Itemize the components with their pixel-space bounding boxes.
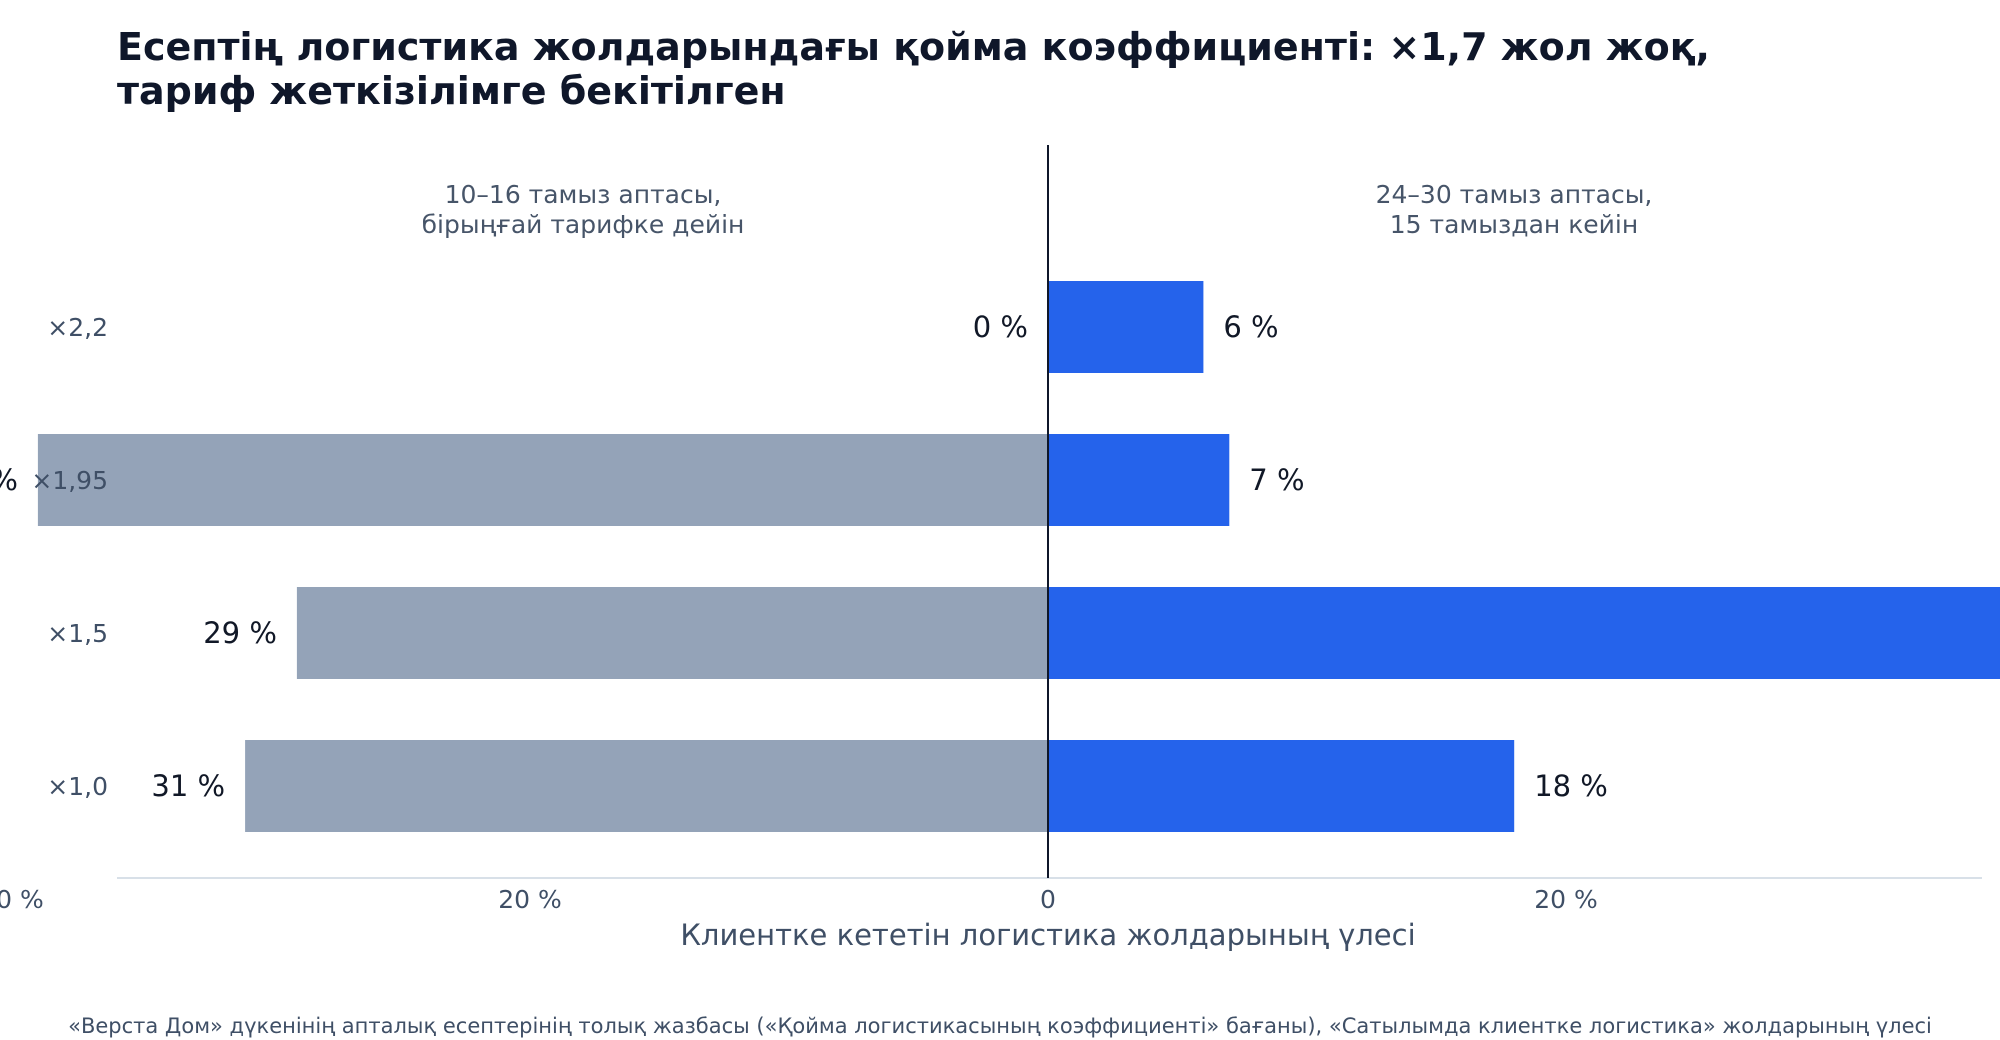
category-labels-group: ×2,2 ×1,95 ×1,5 ×1,0 (31, 313, 108, 801)
chart-title-line-2: тариф жеткізілімге бекітілген (117, 69, 786, 113)
left-bar (296, 587, 1048, 679)
right-bar (1048, 587, 2000, 679)
left-bar (245, 740, 1049, 832)
x-tick-labels-group: 60 %40 %20 %020 %40 %60 % (0, 885, 1598, 914)
chart-title-line-1: Есептің логистика жолдарындағы қойма коэ… (117, 25, 1710, 69)
left-bar-value-label: 29 % (203, 616, 277, 650)
right-bar-value-label: 6 % (1223, 310, 1278, 344)
right-bar (1048, 281, 1204, 373)
category-label: ×1,5 (47, 619, 108, 648)
left-bar-value-label: 0 % (973, 310, 1028, 344)
source-note: «Верста Дом» дүкенінің апталық есептерін… (68, 1014, 1932, 1038)
right-series-title-line-1: 24–30 тамыз аптасы, (1376, 180, 1653, 209)
category-label: ×1,95 (31, 466, 108, 495)
x-tick-label: 40 % (0, 885, 44, 914)
left-bar-value-label: 39 % (0, 463, 18, 497)
right-bar (1048, 740, 1515, 832)
right-bar-value-label: 7 % (1249, 463, 1304, 497)
left-series-title-line-1: 10–16 тамыз аптасы, (445, 180, 722, 209)
right-series-title-line-2: 15 тамыздан кейін (1390, 210, 1638, 239)
bars-group (37, 281, 2000, 832)
x-tick-label: 20 % (1534, 885, 1598, 914)
bar-labels-group: 0 %6 %39 %7 %29 %61 %31 %18 % (0, 310, 1608, 803)
left-series-title-line-2: бірыңғай тарифке дейін (422, 210, 745, 239)
category-label: ×2,2 (47, 313, 108, 342)
right-bar-value-label: 18 % (1534, 769, 1608, 803)
category-label: ×1,0 (47, 772, 108, 801)
x-axis-label: Клиентке кететін логистика жолдарының үл… (680, 918, 1415, 952)
right-bar (1048, 434, 1230, 526)
left-bar (37, 434, 1048, 526)
x-tick-label: 0 (1040, 885, 1056, 914)
left-bar-value-label: 31 % (151, 769, 225, 803)
x-tick-label: 20 % (498, 885, 562, 914)
